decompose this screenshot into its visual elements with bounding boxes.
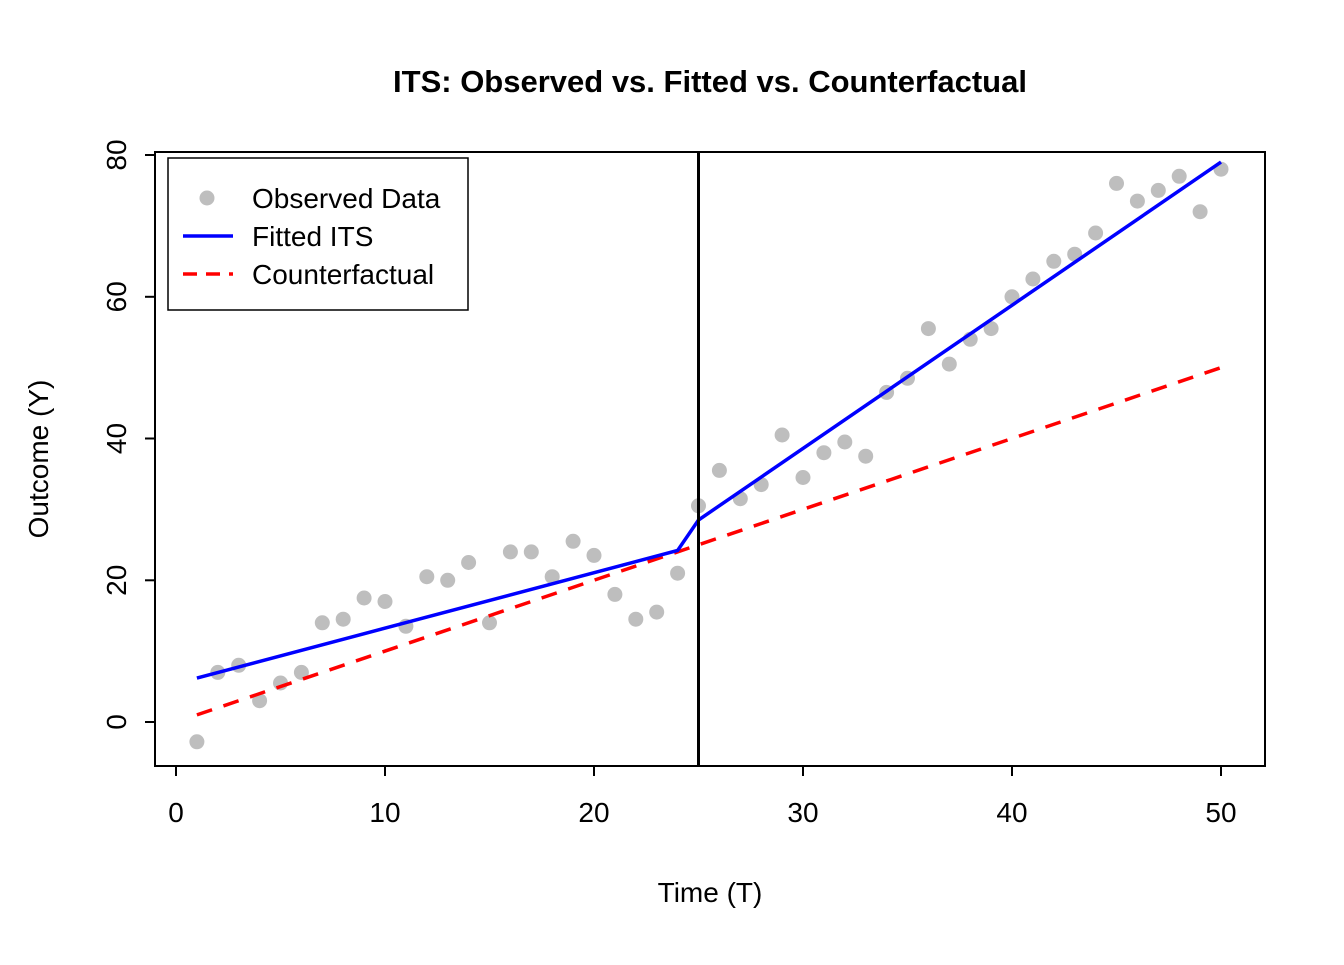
observed-point: [941, 356, 957, 372]
x-tick-label: 30: [787, 797, 818, 828]
observed-point: [670, 565, 686, 581]
observed-point: [983, 321, 999, 337]
x-axis-ticks: 0 10 20 30 40 50: [168, 766, 1237, 828]
observed-point: [252, 693, 268, 709]
observed-point: [920, 321, 936, 337]
observed-point: [502, 544, 518, 560]
x-tick-label: 40: [996, 797, 1027, 828]
observed-point: [649, 604, 665, 620]
x-tick-label: 0: [168, 797, 184, 828]
observed-point: [1088, 225, 1104, 241]
observed-point: [795, 470, 811, 485]
observed-point: [565, 533, 581, 549]
x-tick-label: 10: [369, 797, 400, 828]
observed-point: [293, 664, 309, 680]
observed-point: [544, 569, 560, 585]
y-tick-label: 0: [101, 714, 132, 730]
observed-point: [774, 427, 790, 443]
legend-label: Counterfactual: [252, 259, 434, 290]
observed-point: [189, 734, 205, 750]
observed-point: [711, 462, 727, 478]
observed-point: [377, 594, 393, 609]
observed-point: [586, 547, 602, 563]
fitted-line: [196, 160, 1222, 680]
observed-point: [816, 445, 832, 461]
observed-point: [461, 555, 477, 570]
observed-point: [837, 434, 853, 450]
y-tick-label: 40: [101, 423, 132, 454]
observed-point: [1171, 168, 1187, 184]
legend-point-symbol: [199, 190, 215, 206]
observed-point: [1150, 182, 1166, 198]
chart-title: ITS: Observed vs. Fitted vs. Counterfact…: [393, 64, 1027, 99]
counterfactual-line: [196, 365, 1222, 717]
observed-point: [1025, 271, 1041, 287]
observed-point: [1004, 289, 1020, 305]
legend-label: Fitted ITS: [252, 221, 373, 252]
observed-point: [482, 615, 497, 631]
observed-points: [189, 161, 1229, 750]
plot-area: 0 10 20 30 40 50 0 20 40 60 80 Observed Data Fitted …: [101, 139, 1266, 828]
observed-point: [419, 569, 435, 585]
observed-point: [335, 611, 351, 627]
plot-box: [154, 151, 1266, 767]
observed-point: [858, 448, 874, 464]
y-tick-label: 80: [101, 139, 132, 170]
observed-point: [314, 615, 330, 631]
y-axis-ticks: 0 20 40 60 80: [101, 139, 155, 730]
y-tick-label: 60: [101, 281, 132, 312]
x-axis-label: Time (T): [658, 877, 763, 908]
y-tick-label: 20: [101, 565, 132, 596]
legend-box: [167, 157, 469, 311]
observed-point: [607, 586, 623, 602]
observed-point: [1046, 253, 1062, 269]
y-axis-label: Outcome (Y): [23, 380, 54, 539]
observed-point: [440, 572, 456, 588]
x-tick-label: 50: [1205, 797, 1236, 828]
observed-point: [523, 544, 539, 560]
observed-point: [1192, 204, 1208, 220]
observed-point: [1109, 175, 1124, 191]
legend-label: Observed Data: [252, 183, 441, 214]
observed-point: [1129, 193, 1145, 209]
legend: Observed Data Fitted ITS Counterfactual: [167, 157, 469, 311]
x-tick-label: 20: [578, 797, 609, 828]
observed-point: [356, 590, 372, 606]
observed-point: [628, 611, 644, 627]
